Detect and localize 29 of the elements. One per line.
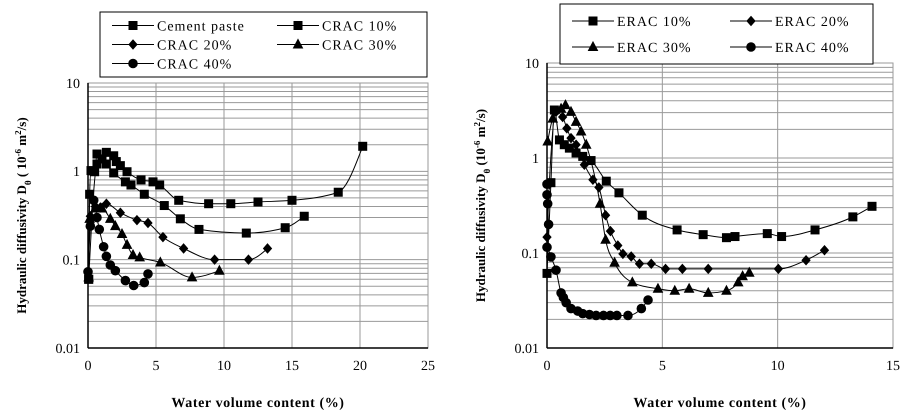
x-tick-label: 5: [658, 359, 666, 374]
y-tick-label: 1: [532, 152, 539, 167]
x-tick-label: 25: [421, 359, 435, 374]
y-tick-label: 0.01: [56, 342, 80, 357]
x-tick-label: 10: [770, 359, 785, 374]
x-tick-label: 15: [285, 359, 299, 374]
legend-label: CRAC 10%: [322, 19, 398, 34]
x-tick-label: 0: [544, 359, 550, 374]
y-tick-label: 10: [66, 76, 80, 92]
y-tick-label: 0.01: [514, 342, 539, 357]
x-tick-label: 15: [886, 359, 900, 374]
x-axis-title: Water volume content (%): [633, 396, 807, 411]
legend-label: CRAC 30%: [322, 38, 398, 54]
x-tick-label: 5: [152, 359, 160, 374]
y-tick-label: 1: [73, 165, 80, 180]
legend-label: ERAC 10%: [617, 14, 692, 30]
legend-label: CRAC 20%: [157, 38, 232, 54]
y-tick-label: 0.1: [522, 246, 539, 262]
legend-label: ERAC 20%: [775, 14, 850, 30]
x-tick-label: 0: [84, 359, 92, 374]
legend-label: ERAC 40%: [775, 40, 850, 56]
legend-label: CRAC 40%: [157, 57, 232, 72]
legend-label: ERAC 30%: [617, 40, 692, 56]
legend-label: Cement paste: [157, 19, 245, 34]
y-tick-label: 10: [525, 56, 539, 72]
x-axis-title: Water volume content (%): [171, 396, 345, 411]
x-tick-label: 20: [353, 359, 367, 374]
x-tick-label: 10: [217, 359, 231, 374]
y-tick-label: 0.1: [62, 254, 80, 269]
